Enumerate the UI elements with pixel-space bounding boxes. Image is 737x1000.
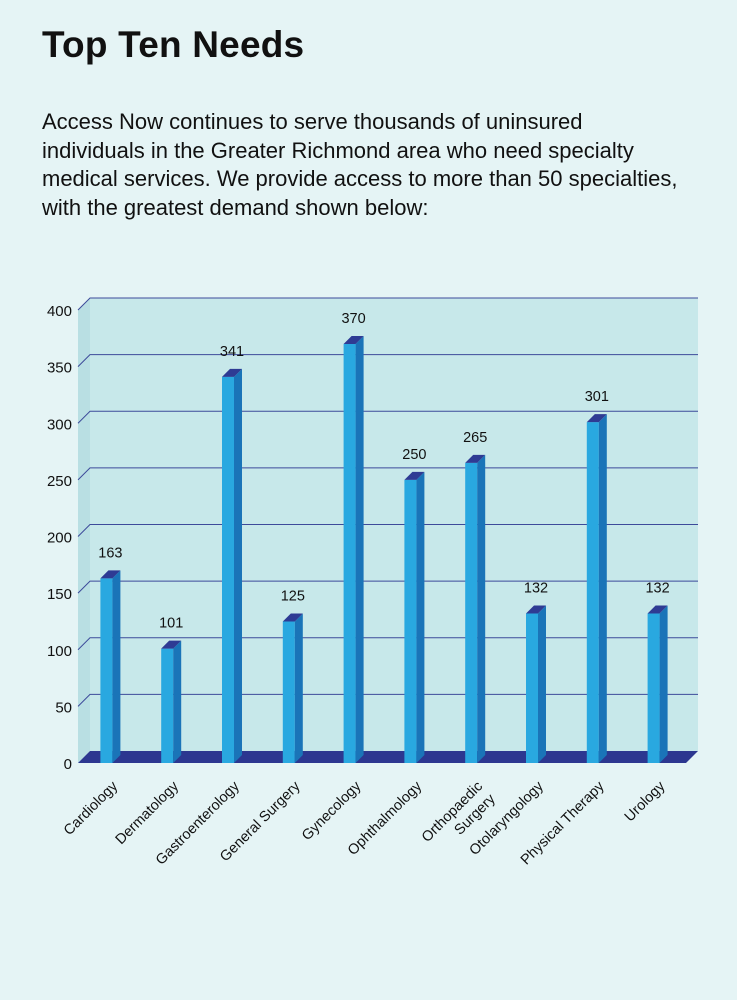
bar-front — [586, 422, 599, 763]
bar-side — [659, 605, 668, 763]
bar-front — [222, 376, 234, 763]
bar-side — [477, 454, 486, 763]
data-label: 341 — [220, 344, 244, 360]
bar-front — [343, 343, 356, 763]
y-tick-label: 150 — [47, 586, 72, 603]
bar-front — [404, 479, 417, 763]
x-tick-label-line: Urology — [622, 778, 669, 825]
x-tick-label-line: Cardiology — [61, 778, 122, 839]
bar-side — [598, 414, 607, 763]
bar-orthopaedic-surgery — [465, 454, 486, 763]
bar-top — [647, 605, 668, 614]
bar-front — [465, 462, 478, 763]
gridline-50 — [77, 693, 698, 707]
bar-side — [234, 368, 242, 763]
bar-front — [282, 621, 295, 763]
x-tick-label: Gynecology — [299, 778, 365, 844]
bar-dermatology — [161, 640, 182, 763]
bar-top — [282, 613, 303, 622]
bar-side — [112, 570, 121, 763]
bar-top — [586, 414, 607, 423]
data-label: 163 — [98, 545, 122, 561]
bar-otolaryngology — [526, 605, 546, 763]
bar-top — [161, 640, 182, 649]
bar-front — [526, 613, 538, 763]
x-tick-label: Urology — [622, 778, 669, 825]
bar-side — [538, 605, 546, 763]
page-title: Top Ten Needs — [42, 24, 305, 65]
y-tick-label: 200 — [47, 530, 72, 547]
data-label: 132 — [524, 581, 548, 597]
data-label: 265 — [463, 430, 487, 446]
data-label: 370 — [341, 311, 365, 327]
bar-side — [355, 335, 364, 763]
gridline-150 — [77, 580, 698, 594]
bar-top — [526, 605, 546, 614]
bar-physical-therapy — [586, 414, 607, 763]
bar-cardiology — [100, 570, 121, 763]
bar-gastroenterology — [222, 368, 242, 763]
bar-top — [404, 471, 425, 480]
bar-top — [100, 570, 121, 579]
bar-front — [647, 613, 660, 763]
bar-top — [222, 368, 242, 377]
data-label: 132 — [645, 581, 669, 597]
y-tick-label: 0 — [64, 756, 72, 773]
bar-front — [161, 648, 174, 763]
bar-top — [343, 335, 364, 344]
gridline-350 — [77, 354, 698, 367]
data-label: 301 — [585, 389, 609, 405]
gridline-100 — [77, 637, 698, 651]
bar-side — [173, 640, 182, 763]
bar-side — [294, 613, 303, 763]
bar-ophthalmology — [404, 471, 425, 763]
bar-front — [100, 578, 113, 763]
y-tick-label: 350 — [47, 360, 72, 377]
y-tick-label: 50 — [55, 699, 72, 716]
data-label: 125 — [281, 588, 305, 604]
bar-gynecology — [343, 335, 364, 763]
bar-side — [416, 471, 425, 763]
gridline-200 — [77, 524, 698, 537]
bar-urology — [647, 605, 668, 763]
y-tick-label: 100 — [47, 643, 72, 660]
data-label: 250 — [402, 447, 426, 463]
bar-top — [465, 454, 486, 463]
x-tick-label-line: Gynecology — [299, 778, 365, 844]
y-tick-label: 400 — [47, 303, 72, 320]
y-tick-label: 250 — [47, 473, 72, 490]
gridline-300 — [77, 410, 698, 424]
intro-paragraph: Access Now continues to serve thousands … — [42, 109, 678, 220]
gridline-250 — [77, 467, 698, 481]
data-label: 101 — [159, 616, 183, 632]
bar-general-surgery — [282, 613, 303, 763]
x-tick-label: Cardiology — [61, 778, 122, 839]
gridline-400 — [77, 297, 698, 311]
y-tick-label: 300 — [47, 416, 72, 433]
